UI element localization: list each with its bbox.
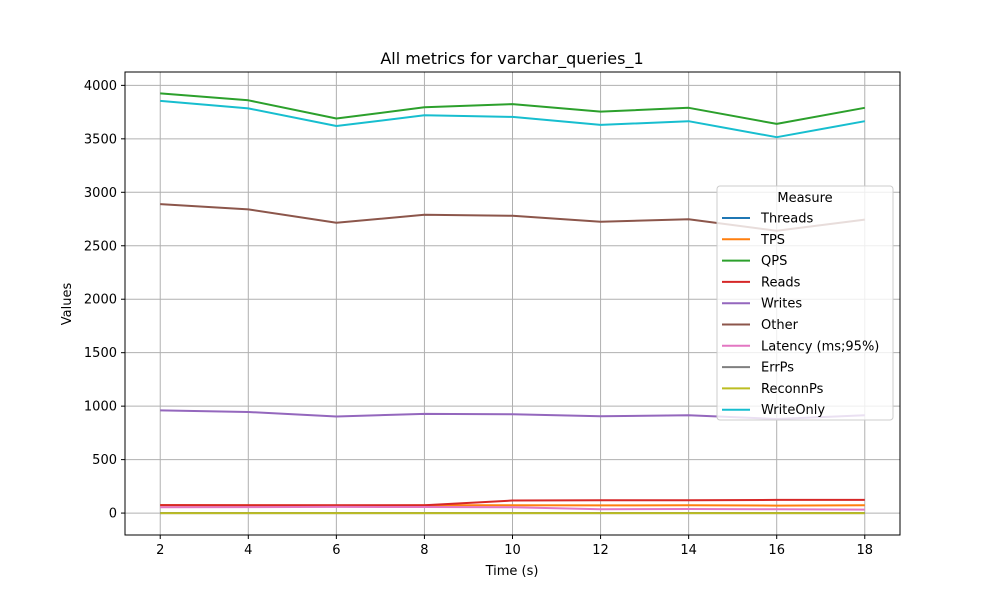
series-lines	[160, 92, 865, 515]
chart-title: All metrics for varchar_queries_1	[380, 49, 643, 69]
y-tick-label: 3000	[84, 186, 117, 201]
legend-label-writes: Writes	[761, 297, 802, 312]
series-line-qps	[160, 92, 865, 125]
x-tick-label: 8	[420, 543, 428, 558]
x-tick-label: 10	[504, 543, 521, 558]
y-tick-label: 0	[109, 507, 117, 522]
legend-label-reconnps: ReconnPs	[761, 382, 824, 397]
y-tick-label: 2000	[84, 293, 117, 308]
x-tick-label: 4	[244, 543, 252, 558]
legend-label-errps: ErrPs	[761, 361, 794, 376]
legend-label-latency-ms-95: Latency (ms;95%)	[761, 339, 879, 354]
legend-label-reads: Reads	[761, 275, 801, 290]
legend-label-qps: QPS	[761, 254, 787, 269]
y-tick-label: 2500	[84, 239, 117, 254]
series-line-latency-ms-95	[160, 505, 865, 511]
legend-title: Measure	[777, 191, 832, 206]
x-tick-label: 16	[768, 543, 785, 558]
axis-ticks: 2 4 6 8 10 12 14 16 18 0 500 1000 1500 2000 2500 3000 35…	[84, 79, 873, 558]
y-tick-label: 3500	[84, 132, 117, 147]
legend: Measure Threads TPS QPS Reads Writes Other Lat…	[716, 185, 894, 421]
legend-label-threads: Threads	[760, 212, 813, 227]
x-tick-label: 6	[332, 543, 340, 558]
series-line-writeonly	[160, 99, 865, 139]
x-tick-label: 12	[592, 543, 609, 558]
series-line-reads	[160, 498, 865, 507]
y-tick-label: 500	[92, 453, 117, 468]
legend-label-writeonly: WriteOnly	[761, 403, 825, 418]
legend-items: Threads TPS QPS Reads Writes Other Latency (ms…	[722, 212, 879, 418]
x-tick-label: 14	[680, 543, 697, 558]
x-tick-label: 18	[856, 543, 873, 558]
legend-box	[716, 185, 894, 421]
y-axis-title: Values	[60, 283, 75, 326]
y-tick-label: 1500	[84, 346, 117, 361]
legend-label-other: Other	[761, 318, 799, 333]
y-tick-label: 1000	[84, 400, 117, 415]
y-tick-label: 4000	[84, 79, 117, 94]
x-axis-title: Time (s)	[485, 564, 539, 579]
x-tick-label: 2	[156, 543, 164, 558]
legend-label-tps: TPS	[760, 233, 785, 248]
